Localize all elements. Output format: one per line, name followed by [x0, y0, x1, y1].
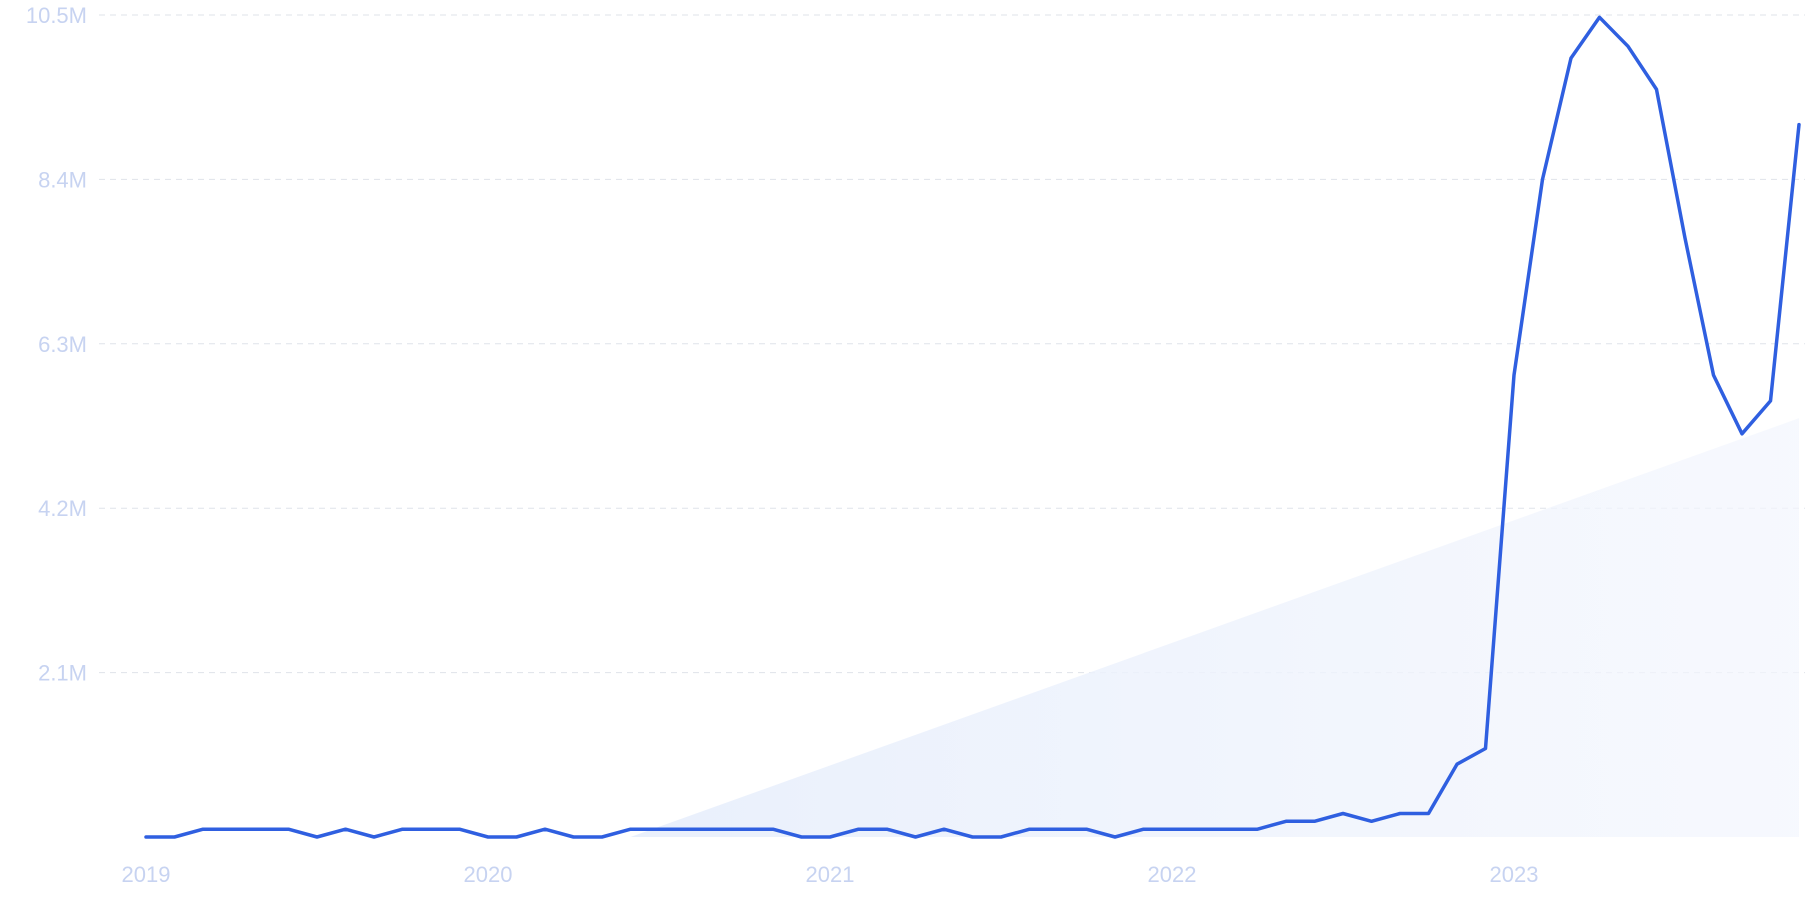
data-point: [915, 836, 916, 838]
data-point: [658, 828, 660, 830]
data-point: [1086, 828, 1087, 830]
data-point: [316, 836, 318, 838]
data-point: [601, 836, 603, 838]
data-point: [1000, 836, 1002, 838]
series-layer: [144, 15, 1801, 839]
x-tick-label: 2022: [1148, 862, 1197, 887]
data-point: [1542, 178, 1543, 180]
data-point: [402, 828, 403, 830]
data-point: [858, 828, 859, 830]
trend-layer: [630, 418, 1799, 837]
data-point: [1200, 828, 1201, 830]
data-point: [345, 828, 346, 830]
data-point: [1713, 374, 1714, 376]
data-point: [573, 836, 574, 838]
data-point: [487, 836, 489, 838]
data-point: [1513, 374, 1515, 376]
data-point: [259, 828, 261, 830]
data-point: [1599, 16, 1600, 18]
data-point: [744, 828, 745, 830]
x-tick-label: 2020: [464, 862, 513, 887]
data-point: [1399, 813, 1401, 815]
y-axis: 10.5M 8.4M 6.3M 4.2M 2.1M: [26, 3, 87, 686]
data-point: [829, 836, 831, 838]
x-tick-label: 2021: [806, 862, 855, 887]
x-axis: 2019 2020 2021 2022 2023: [122, 862, 1539, 887]
data-point: [772, 828, 774, 830]
x-tick-label: 2023: [1490, 862, 1539, 887]
data-point: [943, 828, 945, 830]
data-point: [801, 836, 802, 838]
data-point: [1798, 124, 1800, 126]
data-point: [1314, 820, 1315, 822]
data-point: [145, 836, 147, 838]
data-point: [1257, 828, 1258, 830]
data-point: [1741, 433, 1743, 435]
data-point: [1684, 237, 1686, 239]
data-point: [516, 836, 517, 838]
data-point: [1428, 813, 1429, 815]
data-point: [373, 836, 375, 838]
data-point: [288, 828, 289, 830]
data-point: [231, 828, 232, 830]
data-point: [1029, 828, 1030, 830]
data-point: [1770, 400, 1771, 402]
data-point: [715, 828, 717, 830]
x-tick-label: 2019: [122, 862, 171, 887]
data-point: [174, 836, 175, 838]
data-point: [459, 828, 460, 830]
y-tick-label: 8.4M: [38, 167, 87, 192]
y-tick-label: 4.2M: [38, 496, 87, 521]
data-point: [1228, 828, 1230, 830]
data-point: [544, 828, 546, 830]
data-point: [1456, 763, 1458, 765]
y-tick-label: 2.1M: [38, 661, 87, 686]
data-point: [630, 828, 631, 830]
data-point: [1171, 828, 1173, 830]
data-point: [1285, 820, 1287, 822]
data-point: [687, 828, 688, 830]
data-point: [1570, 57, 1572, 59]
data-point: [430, 828, 432, 830]
data-point: [1656, 88, 1657, 90]
trend-area: [630, 418, 1799, 837]
y-tick-label: 6.3M: [38, 332, 87, 357]
data-point: [1114, 836, 1116, 838]
data-point: [1143, 828, 1144, 830]
data-point: [1371, 820, 1372, 822]
data-point: [1342, 813, 1344, 815]
data-point: [1485, 748, 1486, 750]
data-point: [202, 828, 204, 830]
y-tick-label: 10.5M: [26, 3, 87, 28]
data-point: [1627, 45, 1629, 47]
data-point: [886, 828, 888, 830]
data-point: [972, 836, 973, 838]
data-point: [1057, 828, 1059, 830]
